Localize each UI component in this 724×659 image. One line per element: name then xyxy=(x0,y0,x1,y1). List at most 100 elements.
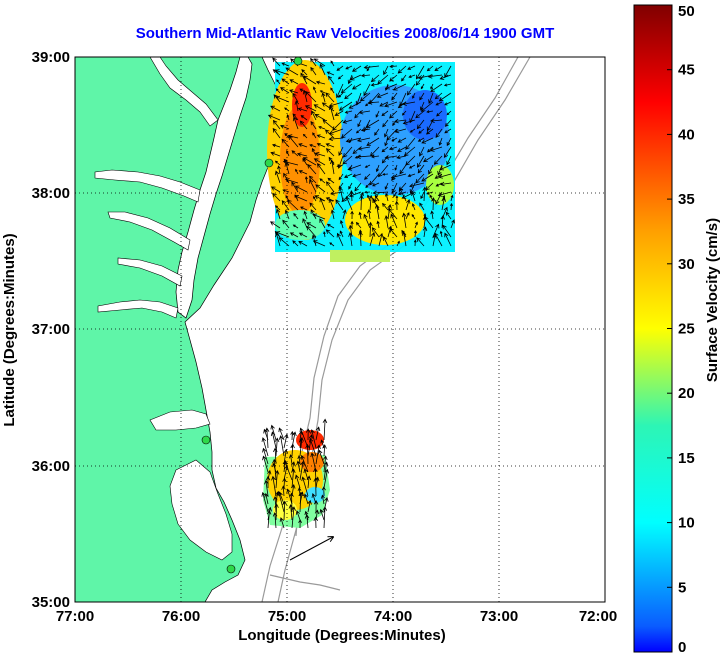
velocity-arrow xyxy=(408,74,416,78)
velocity-arrow xyxy=(352,173,362,178)
velocity-arrow xyxy=(319,197,326,211)
velocity-arrow xyxy=(311,147,317,157)
velocity-arrow xyxy=(344,92,353,100)
x-tick-label: 77:00 xyxy=(56,608,94,625)
velocity-field-south xyxy=(263,430,330,528)
velocity-arrow xyxy=(334,110,344,116)
velocity-arrow xyxy=(303,493,309,505)
velocity-arrow xyxy=(322,444,327,457)
x-axis-ticks: 77:00 76:00 75:00 74:00 73:00 72:00 xyxy=(56,608,617,625)
velocity-arrow xyxy=(284,178,299,184)
velocity-arrow xyxy=(291,181,299,193)
velocity-arrow xyxy=(274,160,281,166)
velocity-arrow xyxy=(292,240,299,247)
velocity-arrow xyxy=(264,427,270,449)
velocity-arrow xyxy=(286,150,290,157)
velocity-arrow xyxy=(272,192,281,202)
velocity-arrow xyxy=(339,219,344,229)
velocity-arrow xyxy=(417,137,425,142)
velocity-arrow xyxy=(293,212,299,220)
velocity-arrow xyxy=(355,221,362,229)
velocity-arrow xyxy=(323,231,326,238)
velocity-arrow xyxy=(302,75,317,85)
colorbar-tick-label: 5 xyxy=(678,579,686,596)
velocity-arrow xyxy=(442,224,452,238)
velocity-arrow xyxy=(438,137,443,146)
velocity-arrow xyxy=(295,510,301,521)
velocity-arrow xyxy=(307,163,317,175)
velocity-arrow xyxy=(351,83,362,90)
velocity-arrow xyxy=(389,110,398,119)
velocity-arrow xyxy=(411,203,416,211)
velocity-arrow xyxy=(413,239,417,247)
velocity-arrow xyxy=(329,159,335,175)
velocity-arrow xyxy=(296,460,301,473)
velocity-arrow xyxy=(350,210,354,220)
velocity-arrow xyxy=(370,74,380,83)
velocity-arrow xyxy=(413,230,417,238)
velocity-arrow xyxy=(340,83,353,94)
velocity-arrow xyxy=(300,454,309,473)
velocity-arrow xyxy=(289,79,299,85)
velocity-arrow xyxy=(272,512,278,529)
velocity-arrow xyxy=(374,203,380,220)
velocity-arrow xyxy=(382,202,389,211)
velocity-arrow xyxy=(348,232,353,247)
colorbar-ticks: 0 5 10 15 20 25 30 35 40 45 50 xyxy=(667,3,695,656)
velocity-arrow xyxy=(292,224,299,229)
velocity-arrow xyxy=(446,155,452,166)
velocity-arrow xyxy=(300,115,308,121)
y-tick-label: 37:00 xyxy=(32,321,70,338)
velocity-arrow xyxy=(339,230,344,238)
velocity-arrow xyxy=(274,437,280,457)
velocity-arrow xyxy=(328,136,344,142)
velocity-arrow xyxy=(439,74,452,80)
velocity-arrow xyxy=(435,101,443,106)
velocity-arrow xyxy=(261,437,269,457)
velocity-arrow xyxy=(390,213,398,229)
velocity-arrow xyxy=(391,137,398,142)
colorbar-tick-label: 15 xyxy=(678,450,695,467)
velocity-arrow xyxy=(271,475,277,497)
velocity-arrow xyxy=(325,143,335,148)
velocity-arrow xyxy=(434,232,443,247)
velocity-arrow xyxy=(330,209,335,220)
velocity-arrow xyxy=(321,92,326,103)
velocity-arrow xyxy=(270,221,281,229)
velocity-arrow xyxy=(305,90,317,103)
velocity-arrow xyxy=(419,146,425,157)
velocity-arrow xyxy=(349,190,354,202)
velocity-arrow xyxy=(342,155,353,165)
velocity-arrow xyxy=(325,148,335,157)
velocity-arrow xyxy=(435,182,443,187)
velocity-arrow xyxy=(285,67,299,76)
velocity-arrow xyxy=(291,461,296,473)
velocity-arrow xyxy=(364,164,371,168)
velocity-arrow xyxy=(440,214,446,229)
velocity-arrow xyxy=(347,74,353,85)
velocity-arrow xyxy=(374,128,380,136)
velocity-arrow xyxy=(309,437,317,457)
velocity-arrow xyxy=(381,146,389,153)
velocity-arrow xyxy=(277,165,281,175)
velocity-arrow xyxy=(281,78,290,85)
velocity-arrow xyxy=(322,119,335,130)
velocity-arrow xyxy=(281,138,290,148)
velocity-arrow xyxy=(298,519,303,529)
velocity-arrow xyxy=(284,161,290,175)
velocity-arrow xyxy=(329,242,335,247)
chart-title: Southern Mid-Atlantic Raw Velocities 200… xyxy=(136,25,554,42)
velocity-arrow xyxy=(368,194,374,211)
colorbar-tick-label: 0 xyxy=(678,639,686,656)
velocity-arrow xyxy=(321,486,326,497)
velocity-arrow xyxy=(397,146,407,152)
velocity-arrow xyxy=(328,105,335,121)
velocity-arrow xyxy=(356,137,371,143)
velocity-arrow xyxy=(435,191,443,205)
velocity-arrow xyxy=(344,110,353,114)
velocity-arrow xyxy=(427,146,434,153)
velocity-arrow xyxy=(417,164,425,174)
velocity-arrow xyxy=(363,65,380,70)
colorbar: 0 5 10 15 20 25 30 35 40 45 50 Surface Velocity (c… xyxy=(633,3,721,656)
velocity-arrow xyxy=(310,66,317,76)
